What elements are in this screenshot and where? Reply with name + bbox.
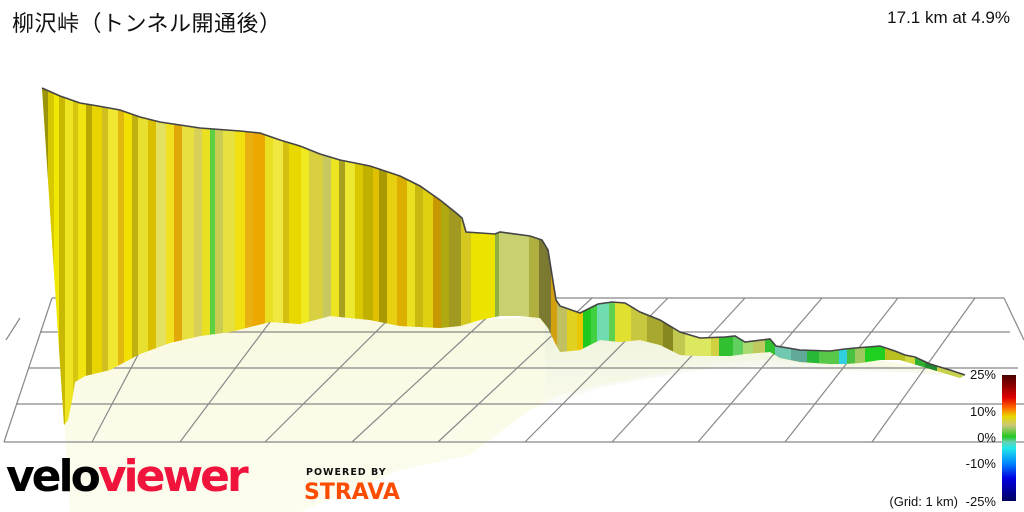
legend-label-neg10: -10% bbox=[965, 456, 996, 471]
powered-by-label: POWERED BY bbox=[306, 467, 387, 478]
profile-top-edge bbox=[41, 87, 966, 376]
legend-label-0: 0% bbox=[977, 430, 996, 445]
strava-logo[interactable]: STRAVA bbox=[304, 480, 400, 505]
veloviewer-logo[interactable]: veloviewer bbox=[6, 451, 249, 502]
legend-label-neg25: -25% bbox=[965, 494, 996, 509]
route-title: 柳沢峠（トンネル開通後） bbox=[12, 12, 282, 37]
legend-label-25: 25% bbox=[969, 367, 996, 382]
legend-label-10: 10% bbox=[969, 404, 996, 419]
gradient-colorbar bbox=[1002, 375, 1016, 501]
grid-note: (Grid: 1 km) bbox=[889, 494, 958, 509]
route-stats: 17.1 km at 4.9% bbox=[887, 8, 1010, 27]
logo-velo: velo bbox=[6, 451, 101, 502]
logo-viewer: viewer bbox=[97, 451, 249, 502]
